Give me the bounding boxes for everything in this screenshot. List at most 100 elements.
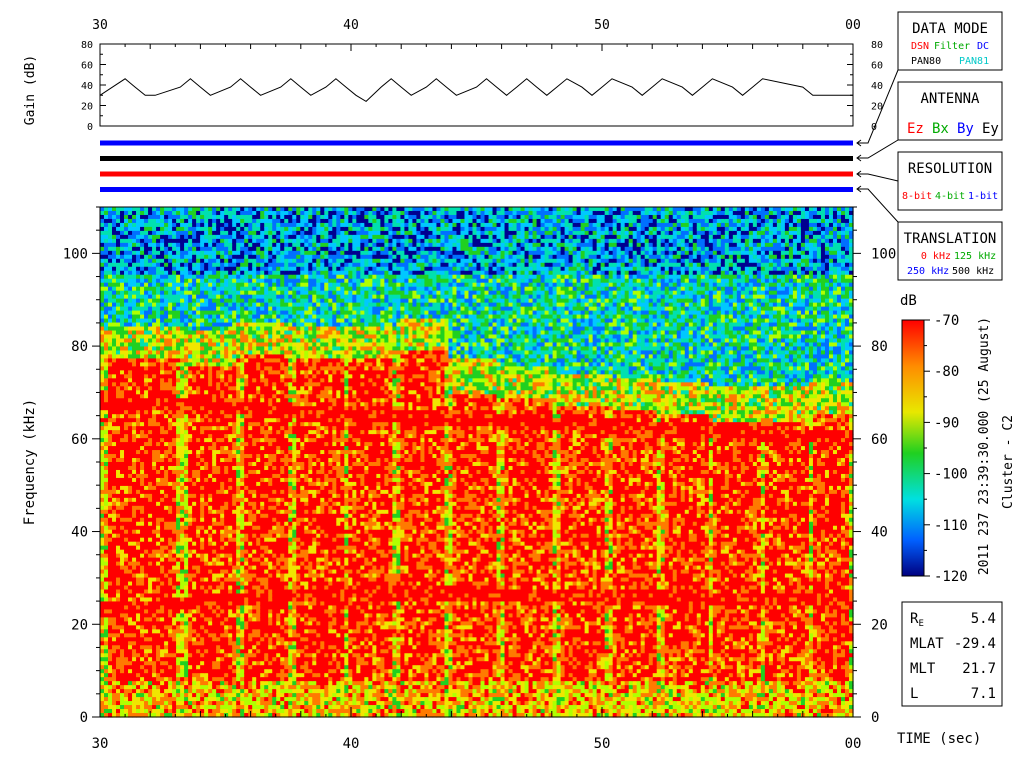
spectrogram-cell	[244, 586, 249, 591]
spectrogram-cell	[176, 426, 181, 431]
spectrogram-cell	[132, 502, 137, 507]
spectrogram-cell	[228, 462, 233, 467]
spectrogram-cell	[108, 538, 113, 543]
gain-ytick-label: 80	[81, 40, 93, 51]
spectrogram-cell	[112, 530, 117, 535]
spectrogram-cell	[236, 366, 241, 371]
spectrogram-cell	[156, 657, 161, 662]
spectrogram-cell	[224, 697, 229, 702]
spectrogram-cell	[244, 291, 249, 296]
spectrogram-cell	[120, 370, 125, 375]
spectrogram-cell	[148, 267, 153, 272]
spectrogram-cell	[124, 466, 129, 471]
spectrogram-cell	[140, 303, 145, 308]
spectrogram-cell	[124, 649, 129, 654]
spectrogram-cell	[112, 398, 117, 403]
spectrogram-cell	[120, 609, 125, 614]
spectrogram-cell	[232, 354, 237, 359]
spectrogram-cell	[120, 307, 125, 312]
spectrogram-cell	[140, 578, 145, 583]
spectrogram-cell	[196, 311, 201, 316]
spectrogram-cell	[180, 386, 185, 391]
spectrogram-cell	[180, 550, 185, 555]
spectrogram-cell	[172, 681, 177, 686]
spectrogram-cell	[148, 494, 153, 499]
spectrogram-cell	[208, 307, 213, 312]
spectrogram-cell	[112, 514, 117, 519]
spectrogram-cell	[160, 374, 165, 379]
spectrogram-cell	[120, 478, 125, 483]
spectrogram-cell	[164, 613, 169, 618]
spectrogram-cell	[208, 697, 213, 702]
spectrogram-cell	[212, 362, 217, 367]
spectrogram-cell	[100, 402, 105, 407]
spectrogram-cell	[232, 331, 237, 336]
spectrogram-cell	[216, 346, 221, 351]
spectrogram-cell	[172, 705, 177, 710]
spectrogram-cell	[196, 645, 201, 650]
spectrogram-cell	[176, 235, 181, 240]
spectrogram-cell	[128, 410, 133, 415]
spectrogram-cell	[108, 450, 113, 455]
spectrogram-cell	[144, 510, 149, 515]
spectrogram-cell	[160, 681, 165, 686]
spectrogram-cell	[160, 279, 165, 284]
spectrogram-cell	[120, 275, 125, 280]
spectrogram-cell	[200, 446, 205, 451]
spectrogram-cell	[164, 303, 169, 308]
spectrogram-cell	[148, 677, 153, 682]
spectrogram-cell	[156, 358, 161, 363]
spectrogram-cell	[160, 323, 165, 328]
spectrogram-cell	[108, 482, 113, 487]
spectrogram-cell	[136, 251, 141, 256]
spectrogram-cell	[248, 574, 253, 579]
spectrogram-cell	[108, 346, 113, 351]
spectrogram-cell	[204, 625, 209, 630]
spectrogram-cell	[176, 271, 181, 276]
spectrogram-cell	[184, 398, 189, 403]
spectrogram-cell	[120, 498, 125, 503]
spectrogram-cell	[120, 386, 125, 391]
spectrogram-cell	[144, 566, 149, 571]
spectrogram-cell	[104, 609, 109, 614]
spectrogram-cell	[156, 247, 161, 252]
spectrogram-cell	[196, 255, 201, 260]
spectrogram-cell	[104, 617, 109, 622]
spectrogram-cell	[100, 550, 105, 555]
spectrogram-cell	[120, 207, 125, 212]
spectrogram-cell	[200, 231, 205, 236]
spectrogram-cell	[140, 466, 145, 471]
spectrogram-cell	[148, 335, 153, 340]
spectrogram-cell	[152, 295, 157, 300]
spectrogram-cell	[144, 362, 149, 367]
spectrogram-cell	[100, 358, 105, 363]
spectrogram-cell	[108, 299, 113, 304]
spectrogram-cell	[148, 645, 153, 650]
spectrogram-cell	[148, 426, 153, 431]
spectrogram-cell	[184, 570, 189, 575]
spectrogram-cell	[228, 271, 233, 276]
spectrogram-cell	[152, 458, 157, 463]
spectrogram-cell	[228, 609, 233, 614]
spectrogram-cell	[244, 374, 249, 379]
spectrogram-cell	[172, 570, 177, 575]
spectrogram-cell	[208, 590, 213, 595]
spectrogram-cell	[112, 442, 117, 447]
spectrogram-cell	[108, 370, 113, 375]
spectrogram-cell	[172, 657, 177, 662]
spectrogram-cell	[160, 586, 165, 591]
spectrogram-cell	[116, 299, 121, 304]
spectrogram-cell	[188, 299, 193, 304]
spectrogram-cell	[168, 685, 173, 690]
spectrogram-cell	[192, 215, 197, 220]
spectrogram-cell	[192, 239, 197, 244]
spectrogram-cell	[204, 414, 209, 419]
spectrogram-cell	[252, 378, 257, 383]
spectrogram-cell	[212, 299, 217, 304]
spectrogram-cell	[108, 374, 113, 379]
spectrogram-cell	[228, 657, 233, 662]
spectrogram-cell	[112, 673, 117, 678]
spectrogram-cell	[160, 554, 165, 559]
spectrogram-cell	[148, 498, 153, 503]
spectrogram-cell	[140, 342, 145, 347]
